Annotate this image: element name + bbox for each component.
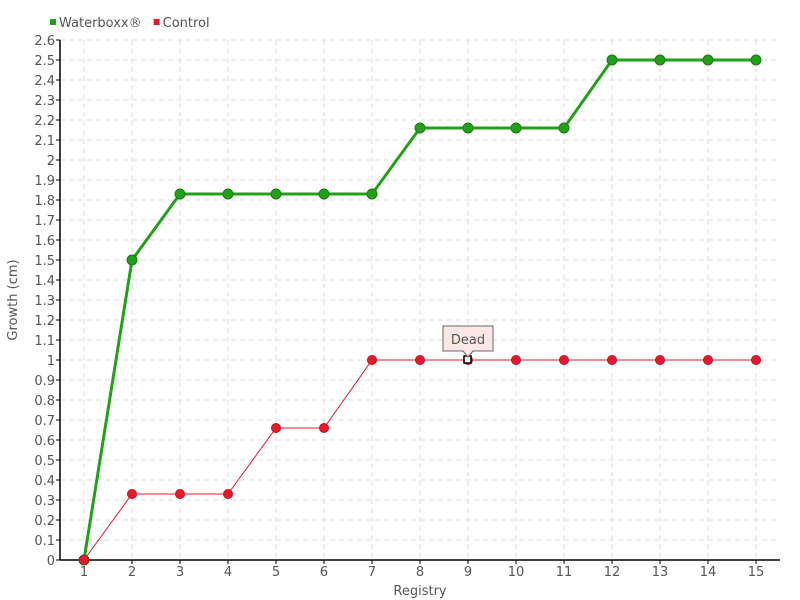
annotation-layer: Dead — [442, 325, 494, 364]
control-data-point — [319, 423, 329, 433]
y-tick-label: 2.6 — [34, 34, 55, 49]
y-tick-label: 2.4 — [34, 74, 55, 89]
y-axis-label: Growth (cm) — [6, 259, 21, 340]
x-tick-label: 10 — [508, 565, 525, 580]
x-tick-label: 9 — [464, 565, 472, 580]
y-tick-label: 1.9 — [34, 174, 55, 189]
y-tick-label: 2.3 — [34, 94, 55, 109]
control-data-point — [175, 489, 185, 499]
waterboxx-data-point — [174, 188, 186, 200]
control-data-point — [127, 489, 137, 499]
waterboxx-data-point — [606, 54, 618, 66]
control-data-point — [367, 355, 377, 365]
x-tick-label: 11 — [556, 565, 573, 580]
waterboxx-data-point — [654, 54, 666, 66]
y-tick-label: 0.6 — [34, 434, 55, 449]
y-tick-label: 2 — [47, 154, 55, 169]
y-tick-label: 1.3 — [34, 294, 55, 309]
waterboxx-data-point — [558, 122, 570, 134]
y-tick-label: 0.5 — [34, 454, 55, 469]
control-data-point — [511, 355, 521, 365]
tooltip-box — [442, 325, 494, 358]
x-tick-label: 5 — [272, 565, 280, 580]
grid — [60, 39, 780, 560]
x-tick-label: 12 — [604, 565, 621, 580]
control-data-point — [703, 355, 713, 365]
y-tick-label: 2.5 — [34, 54, 55, 69]
y-tick-label: 0 — [47, 554, 55, 569]
y-tick-label: 1 — [47, 354, 55, 369]
legend-label: Control — [163, 16, 210, 31]
x-tick-label: 15 — [748, 565, 765, 580]
control-data-point — [751, 355, 761, 365]
legend-label: Waterboxx® — [59, 16, 142, 31]
legend-swatch — [50, 19, 56, 25]
waterboxx-data-point — [318, 188, 330, 200]
y-tick-label: 0.2 — [34, 514, 55, 529]
waterboxx-data-point — [702, 54, 714, 66]
x-tick-label: 13 — [652, 565, 669, 580]
y-tick-label: 2.2 — [34, 114, 55, 129]
y-tick-label: 0.7 — [34, 414, 55, 429]
waterboxx-data-point — [462, 122, 474, 134]
x-tick-label: 8 — [416, 565, 424, 580]
x-tick-label: 2 — [128, 565, 136, 580]
y-tick-label: 1.1 — [34, 334, 55, 349]
control-data-point — [271, 423, 281, 433]
control-data-point — [655, 355, 665, 365]
y-tick-label: 0.4 — [34, 474, 55, 489]
x-tick-label: 4 — [224, 565, 232, 580]
control-data-point — [223, 489, 233, 499]
control-data-point — [607, 355, 617, 365]
y-tick-label: 0.9 — [34, 374, 55, 389]
y-tick-label: 0.1 — [34, 534, 55, 549]
y-tick-label: 1.4 — [34, 274, 55, 289]
y-tick-label: 0.3 — [34, 494, 55, 509]
x-tick-label: 3 — [176, 565, 184, 580]
y-tick-label: 2.1 — [34, 134, 55, 149]
control-data-point — [415, 355, 425, 365]
y-tick-label: 1.5 — [34, 254, 55, 269]
control-data-point — [559, 355, 569, 365]
y-tick-label: 0.8 — [34, 394, 55, 409]
waterboxx-data-point — [414, 122, 426, 134]
waterboxx-data-point — [366, 188, 378, 200]
waterboxx-data-point — [750, 54, 762, 66]
tooltip-text: Dead — [451, 333, 485, 348]
x-tick-label: 1 — [80, 565, 88, 580]
y-tick-label: 1.7 — [34, 214, 55, 229]
axes: 0 0.1 0.2 0.3 0.4 0.5 0.6 0.7 0.8 0.9 1 1.1 1.2 1.3 1.… — [34, 34, 780, 580]
x-axis-label: Registry — [393, 584, 447, 599]
x-tick-label: 7 — [368, 565, 376, 580]
legend-swatch — [153, 19, 160, 25]
y-tick-label: 1.8 — [34, 194, 55, 209]
waterboxx-data-point — [270, 188, 282, 200]
waterboxx-data-point — [126, 254, 138, 266]
waterboxx-data-point — [222, 188, 234, 200]
legend[interactable]: Waterboxx® Control — [50, 16, 210, 31]
y-tick-label: 1.6 — [34, 234, 55, 249]
control-data-point — [79, 555, 89, 565]
y-tick-label: 1.2 — [34, 314, 55, 329]
x-tick-label: 14 — [700, 565, 717, 580]
waterboxx-data-point — [510, 122, 522, 134]
x-tick-label: 6 — [320, 565, 328, 580]
